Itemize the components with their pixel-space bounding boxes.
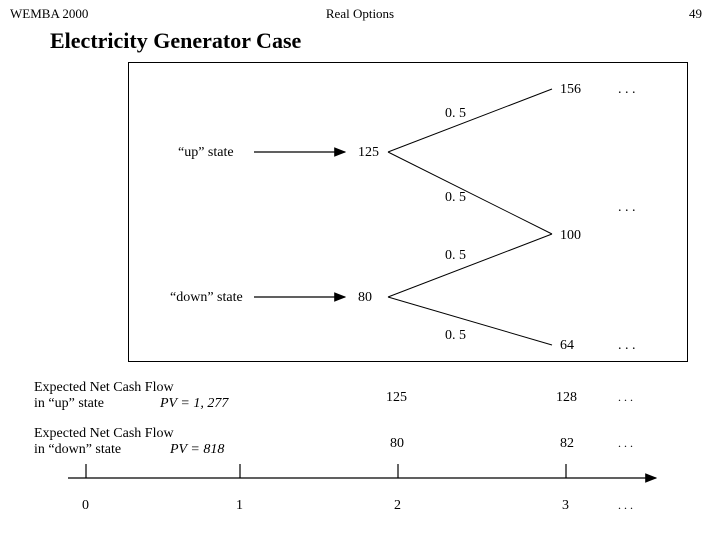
diagram-box [128, 62, 688, 362]
expected-up-line2: in “up” state [34, 396, 104, 412]
expected-down-pv: PV = 818 [170, 442, 224, 458]
down-node-value: 80 [358, 290, 372, 306]
end-bot-value: 64 [560, 338, 574, 354]
pv-prefix-2: PV = [170, 442, 203, 457]
ellipsis-2: . . . [618, 200, 636, 216]
end-top-value: 156 [560, 82, 581, 98]
page-number: 49 [689, 6, 702, 22]
expected-down-ellipsis: . . . [618, 436, 633, 451]
pv-value-2: 818 [203, 442, 224, 457]
slide-header: WEMBA 2000 Real Options 49 [0, 6, 720, 26]
expected-down-cf2: 80 [390, 436, 404, 452]
prob-2: 0. 5 [445, 190, 466, 206]
up-state-label: “up” state [178, 145, 234, 161]
pv-value: 1, 277 [193, 396, 228, 411]
prob-4: 0. 5 [445, 328, 466, 344]
timeline-tick-2: 2 [394, 498, 401, 514]
expected-up-ellipsis: . . . [618, 390, 633, 405]
timeline-tick-3: 3 [562, 498, 569, 514]
timeline-ellipsis: . . . [618, 498, 633, 513]
expected-down-line2: in “down” state [34, 442, 121, 458]
up-node-value: 125 [358, 145, 379, 161]
expected-up-cf3: 128 [556, 390, 577, 406]
expected-up-line1: Expected Net Cash Flow [34, 380, 174, 396]
page-title: Electricity Generator Case [50, 28, 301, 54]
ellipsis-1: . . . [618, 82, 636, 98]
pv-prefix: PV = [160, 396, 193, 411]
down-state-label: “down” state [170, 290, 243, 306]
timeline-tick-0: 0 [82, 498, 89, 514]
prob-1: 0. 5 [445, 106, 466, 122]
expected-up-pv: PV = 1, 277 [160, 396, 228, 412]
header-center: Real Options [0, 6, 720, 22]
expected-down-line1: Expected Net Cash Flow [34, 426, 174, 442]
expected-up-cf2: 125 [386, 390, 407, 406]
prob-3: 0. 5 [445, 248, 466, 264]
end-mid-value: 100 [560, 228, 581, 244]
timeline-tick-1: 1 [236, 498, 243, 514]
ellipsis-3: . . . [618, 338, 636, 354]
expected-down-cf3: 82 [560, 436, 574, 452]
